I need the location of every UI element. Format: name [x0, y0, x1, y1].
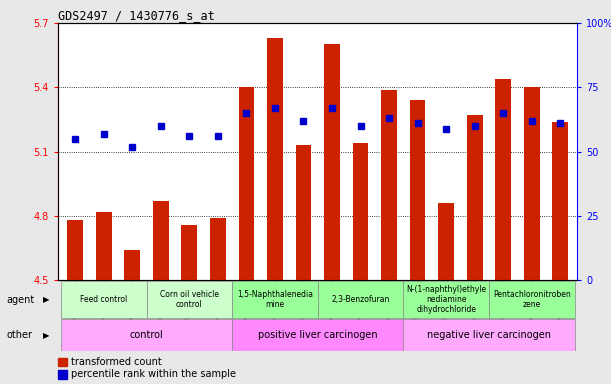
Bar: [489, 281, 574, 318]
Text: positive liver carcinogen: positive liver carcinogen: [258, 330, 378, 340]
Bar: [438, 203, 454, 280]
Text: Pentachloronitroben
zene: Pentachloronitroben zene: [493, 290, 571, 309]
Text: control: control: [130, 330, 163, 340]
Bar: [61, 281, 147, 318]
Bar: [318, 281, 403, 318]
Bar: [67, 220, 83, 280]
Text: N-(1-naphthyl)ethyle
nediamine
dihydrochloride: N-(1-naphthyl)ethyle nediamine dihydroch…: [406, 285, 486, 314]
Bar: [403, 319, 574, 351]
Bar: [324, 45, 340, 280]
Bar: [232, 281, 318, 318]
Text: 2,3-Benzofuran: 2,3-Benzofuran: [331, 295, 390, 304]
Text: Feed control: Feed control: [80, 295, 127, 304]
Bar: [96, 212, 112, 280]
Text: 1,5-Naphthalenedia
mine: 1,5-Naphthalenedia mine: [237, 290, 313, 309]
Text: transformed count: transformed count: [71, 357, 162, 367]
Text: ▶: ▶: [43, 331, 49, 339]
Bar: [125, 250, 140, 280]
Text: Corn oil vehicle
control: Corn oil vehicle control: [160, 290, 219, 309]
Bar: [410, 100, 425, 280]
Bar: [381, 89, 397, 280]
Bar: [403, 281, 489, 318]
Bar: [58, 370, 67, 379]
Text: percentile rank within the sample: percentile rank within the sample: [71, 369, 236, 379]
Bar: [524, 87, 540, 280]
Text: other: other: [6, 330, 32, 340]
Bar: [153, 201, 169, 280]
Bar: [61, 319, 232, 351]
Text: agent: agent: [6, 295, 34, 305]
Bar: [210, 218, 225, 280]
Bar: [467, 115, 483, 280]
Text: ▶: ▶: [43, 295, 49, 304]
Bar: [296, 145, 311, 280]
Bar: [181, 225, 197, 280]
Bar: [58, 358, 67, 366]
Bar: [267, 38, 283, 280]
Bar: [147, 281, 232, 318]
Bar: [353, 143, 368, 280]
Bar: [238, 87, 254, 280]
Bar: [496, 79, 511, 280]
Bar: [552, 122, 568, 280]
Text: GDS2497 / 1430776_s_at: GDS2497 / 1430776_s_at: [58, 9, 215, 22]
Text: negative liver carcinogen: negative liver carcinogen: [427, 330, 551, 340]
Bar: [232, 319, 403, 351]
